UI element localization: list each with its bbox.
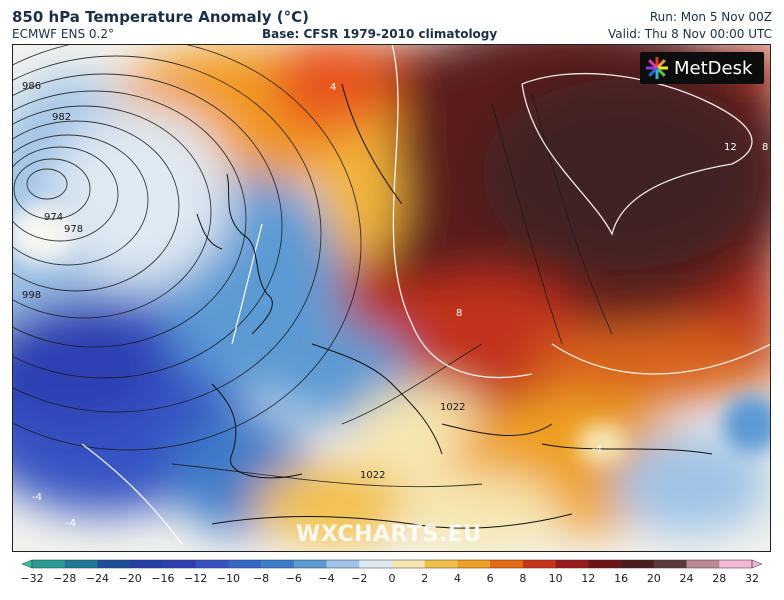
isobar-label: 982: [52, 112, 71, 123]
color-scale-tick-label: 2: [421, 572, 428, 585]
chart-title: 850 hPa Temperature Anomaly (°C): [12, 8, 309, 26]
color-scale-segment: [392, 560, 426, 568]
anomaly-label: 8: [456, 308, 462, 319]
color-scale-segment: [326, 560, 360, 568]
anomaly-label: -4: [66, 518, 76, 529]
color-scale-segment: [130, 560, 164, 568]
color-scale-tick-label: −6: [286, 572, 302, 585]
color-scale-tick-label: 24: [680, 572, 694, 585]
color-scale-segment: [653, 560, 688, 568]
color-scale-tick-label: −10: [217, 572, 240, 585]
color-scale-tick-label: 32: [745, 572, 759, 585]
color-scale-segment: [621, 560, 655, 568]
color-scale-segment: [588, 560, 622, 568]
color-scale-segment: [195, 560, 229, 568]
isobar-label: 978: [64, 224, 83, 235]
run-time-label: Run: Mon 5 Nov 00Z: [649, 10, 772, 24]
color-scale-min-arrow: [21, 559, 33, 569]
color-scale-tick-label: 28: [712, 572, 726, 585]
color-scale-segment: [64, 560, 98, 568]
color-scale-segment: [490, 560, 524, 568]
color-scale-segment: [359, 560, 393, 568]
anomaly-label: -4: [592, 444, 602, 455]
color-scale-tick-label: −12: [184, 572, 207, 585]
color-scale-tick-label: −16: [151, 572, 174, 585]
isobar-label: 998: [22, 290, 41, 301]
color-scale-segment: [293, 560, 328, 568]
color-scale-tick-label: −24: [86, 572, 109, 585]
color-scale-tick-label: 16: [614, 572, 628, 585]
color-scale-max-arrow: [751, 559, 763, 569]
color-scale-ticks: −32 −28 −24 −20 −16 −12 −10 −8 −6 −4 −2 0 2 4 6 8 10 12 16…: [20, 572, 759, 585]
metdesk-logo-text: MetDesk: [674, 57, 753, 79]
color-scale-segment: [162, 560, 197, 568]
color-scale-legend: −32 −28 −24 −20 −16 −12 −10 −8 −6 −4 −2 0 2 4 6 8 10 12 16…: [20, 559, 763, 585]
isobar-label: 1022: [360, 470, 385, 481]
anomaly-label: 12: [724, 142, 737, 153]
color-scale-segment: [97, 560, 131, 568]
anomaly-label-group: 12 8 4 8 -4 -4 -4: [32, 82, 768, 529]
metdesk-logo: MetDesk: [640, 52, 764, 84]
color-scale-segment: [555, 560, 589, 568]
color-scale-tick-label: 6: [487, 572, 494, 585]
anomaly-contours: [81, 44, 771, 545]
color-scale-tick-label: 20: [647, 572, 661, 585]
color-scale-tick-label: −32: [20, 572, 43, 585]
temperature-anomaly-map: 986 982 974 978 998 1022 1022 12 8 4 8 -…: [12, 44, 771, 552]
color-scale-tick-label: −20: [119, 572, 142, 585]
color-scale-tick-label: −4: [318, 572, 334, 585]
color-scale-segment: [32, 560, 66, 568]
color-scale-tick-label: −28: [53, 572, 76, 585]
color-scale-segment: [686, 560, 720, 568]
base-climatology-label: Base: CFSR 1979-2010 climatology: [262, 27, 498, 41]
color-scale-segment: [424, 560, 458, 568]
anomaly-detail: [12, 204, 771, 464]
anomaly-field: [12, 44, 771, 552]
coastlines: [196, 83, 713, 529]
isobar-label: 986: [22, 81, 41, 92]
anomaly-label: -4: [32, 492, 42, 503]
color-scale-segment: [457, 560, 491, 568]
color-scale-segment: [719, 560, 753, 568]
color-scale-bar: [21, 559, 763, 569]
isobars: [12, 44, 613, 488]
isobar-label-group: 986 982 974 978 998 1022 1022: [22, 81, 465, 481]
color-scale-segment: [228, 560, 262, 568]
color-scale-tick-label: 4: [454, 572, 461, 585]
color-scale-segment: [522, 560, 557, 568]
color-scale-tick-label: −2: [351, 572, 367, 585]
isobar-label: 974: [44, 212, 63, 223]
isobar-label: 1022: [440, 402, 465, 413]
color-scale-tick-label: 10: [549, 572, 563, 585]
wxcharts-watermark: WXCHARTS.EU: [296, 522, 482, 547]
color-scale-tick-label: 0: [389, 572, 396, 585]
color-scale-tick-label: 8: [519, 572, 526, 585]
color-scale-border: [31, 559, 753, 569]
model-label: ECMWF ENS 0.2°: [12, 27, 114, 41]
metdesk-star-icon: [646, 57, 668, 79]
color-scale-tick-label: 12: [581, 572, 595, 585]
map-frame: [12, 44, 771, 552]
anomaly-label: 4: [330, 82, 336, 93]
color-scale-segment: [261, 560, 295, 568]
color-scale-tick-label: −8: [253, 572, 269, 585]
valid-time-label: Valid: Thu 8 Nov 00:00 UTC: [608, 27, 772, 41]
anomaly-label: 8: [762, 142, 768, 153]
